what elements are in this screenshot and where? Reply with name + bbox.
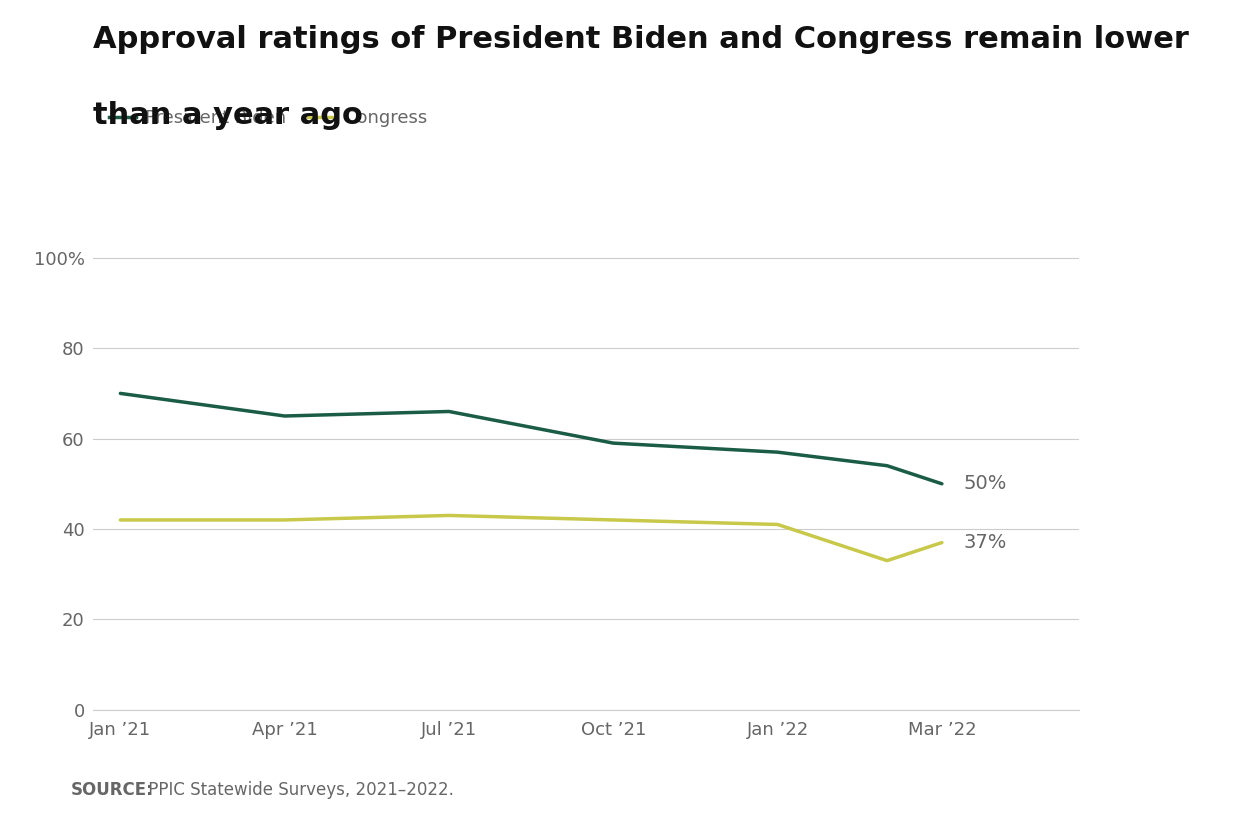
- Text: SOURCE:: SOURCE:: [71, 780, 154, 799]
- Text: 50%: 50%: [963, 475, 1007, 493]
- Text: than a year ago: than a year ago: [93, 101, 363, 130]
- Text: 37%: 37%: [963, 533, 1007, 552]
- Legend: President Biden, Congress: President Biden, Congress: [102, 102, 435, 134]
- Text: PPIC Statewide Surveys, 2021–2022.: PPIC Statewide Surveys, 2021–2022.: [143, 780, 454, 799]
- Text: Approval ratings of President Biden and Congress remain lower: Approval ratings of President Biden and …: [93, 25, 1189, 55]
